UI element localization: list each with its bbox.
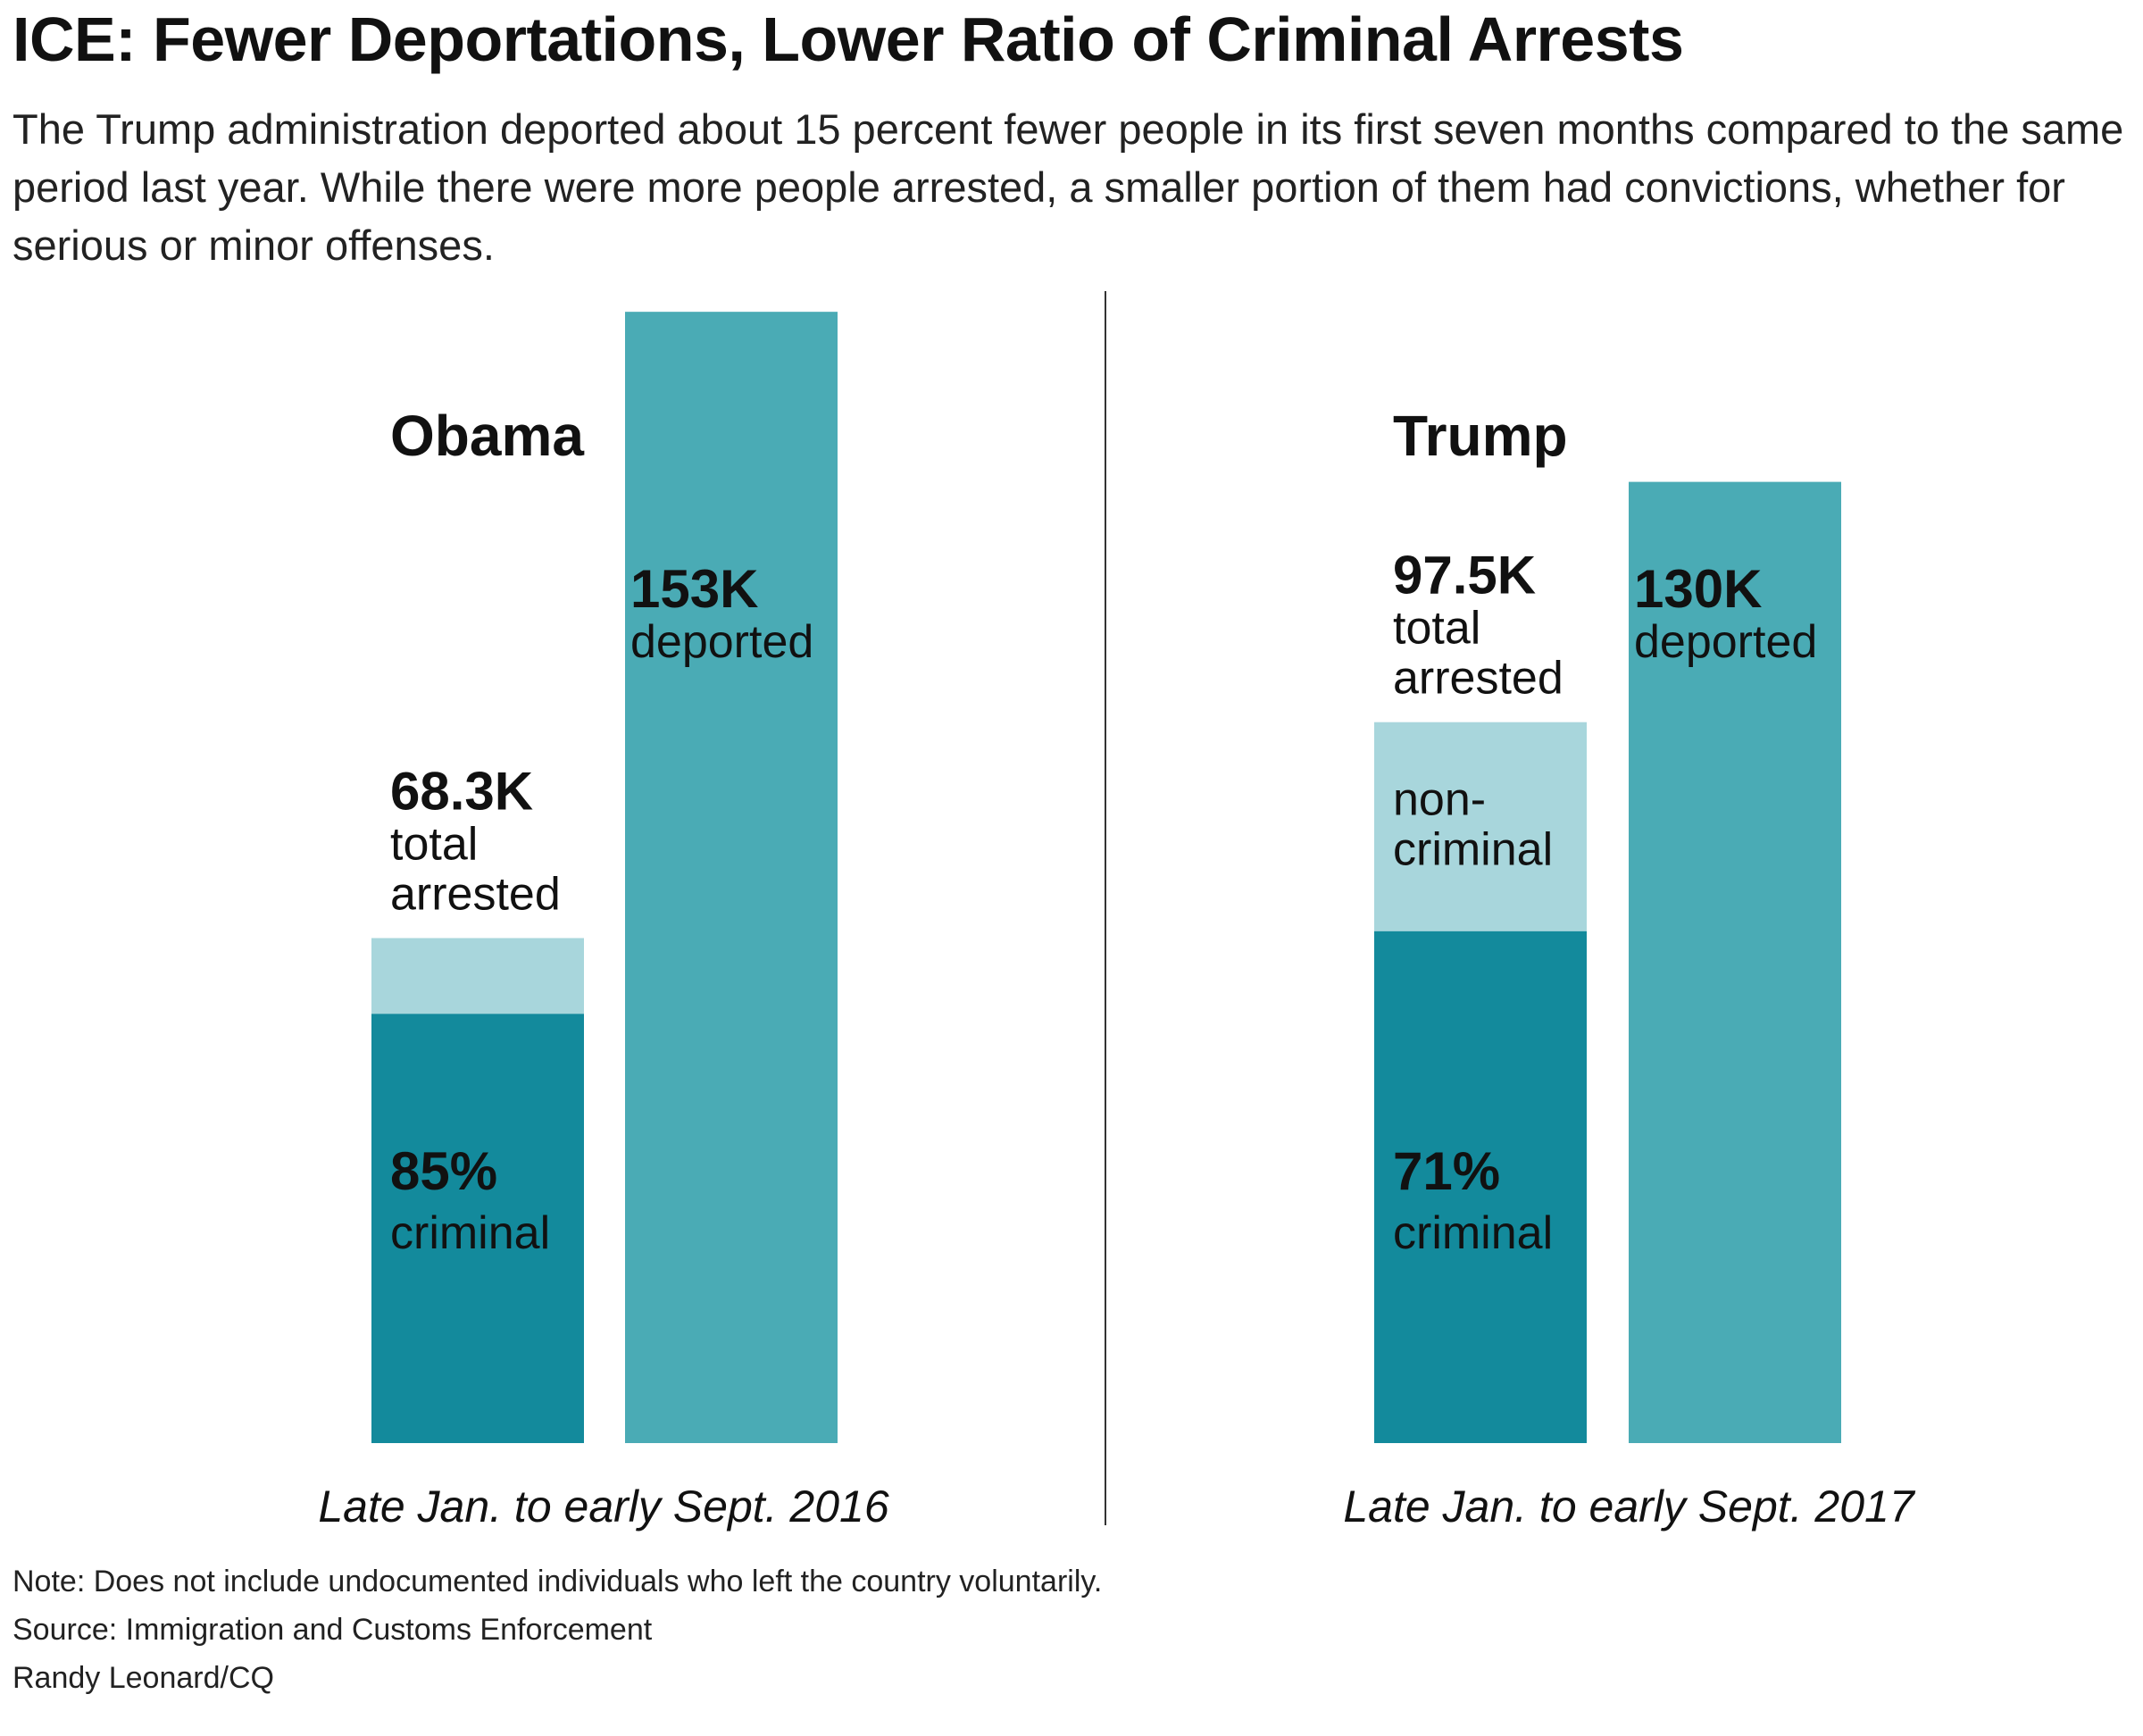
noncriminal-bar-segment [1374, 722, 1587, 931]
period-caption: Late Jan. to early Sept. 2016 [318, 1481, 889, 1532]
arrested-label-line: arrested [1393, 653, 1563, 705]
arrested-value-label: 97.5K [1393, 546, 1536, 605]
noncriminal-label-line: non- [1393, 774, 1486, 826]
chart-subtitle: The Trump administration deported about … [13, 105, 2124, 269]
deported-bar [625, 312, 838, 1443]
footnote: Note: Does not include undocumented indi… [13, 1565, 1103, 1598]
arrested-label-line: total [1393, 603, 1480, 655]
deported-label: deported [1634, 616, 1817, 668]
noncriminal-label-line: criminal [1393, 824, 1553, 876]
deported-bar [1629, 481, 1841, 1443]
chart-title: ICE: Fewer Deportations, Lower Ratio of … [13, 4, 1684, 74]
deported-label: deported [630, 616, 813, 668]
criminal-label: criminal [1393, 1207, 1553, 1259]
criminal-label: criminal [390, 1207, 550, 1259]
criminal-pct-label: 71% [1393, 1141, 1500, 1201]
arrested-label-line: total [390, 818, 478, 870]
criminal-pct-label: 85% [390, 1141, 497, 1201]
credit-line: Randy Leonard/CQ [13, 1661, 274, 1695]
criminal-bar-segment [1374, 931, 1587, 1443]
noncriminal-bar-segment [371, 938, 584, 1014]
panel-title: Obama [390, 404, 584, 468]
criminal-bar-segment [371, 1014, 584, 1443]
period-caption: Late Jan. to early Sept. 2017 [1343, 1481, 1916, 1532]
arrested-label-line: arrested [390, 868, 561, 920]
panel-title: Trump [1393, 404, 1568, 468]
deported-value-label: 153K [630, 559, 758, 619]
source-line: Source: Immigration and Customs Enforcem… [13, 1613, 653, 1647]
arrested-value-label: 68.3K [390, 761, 533, 821]
deported-value-label: 130K [1634, 559, 1762, 619]
